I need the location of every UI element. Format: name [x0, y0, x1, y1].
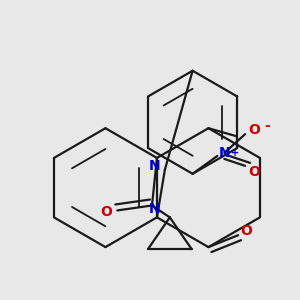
Text: O: O: [248, 123, 260, 137]
Text: +: +: [231, 148, 239, 158]
Text: O: O: [240, 224, 252, 238]
Text: O: O: [100, 206, 112, 219]
Text: -: -: [264, 119, 270, 133]
Text: N: N: [149, 202, 161, 216]
Text: N: N: [218, 146, 230, 160]
Text: N: N: [149, 159, 161, 173]
Text: O: O: [248, 165, 260, 179]
